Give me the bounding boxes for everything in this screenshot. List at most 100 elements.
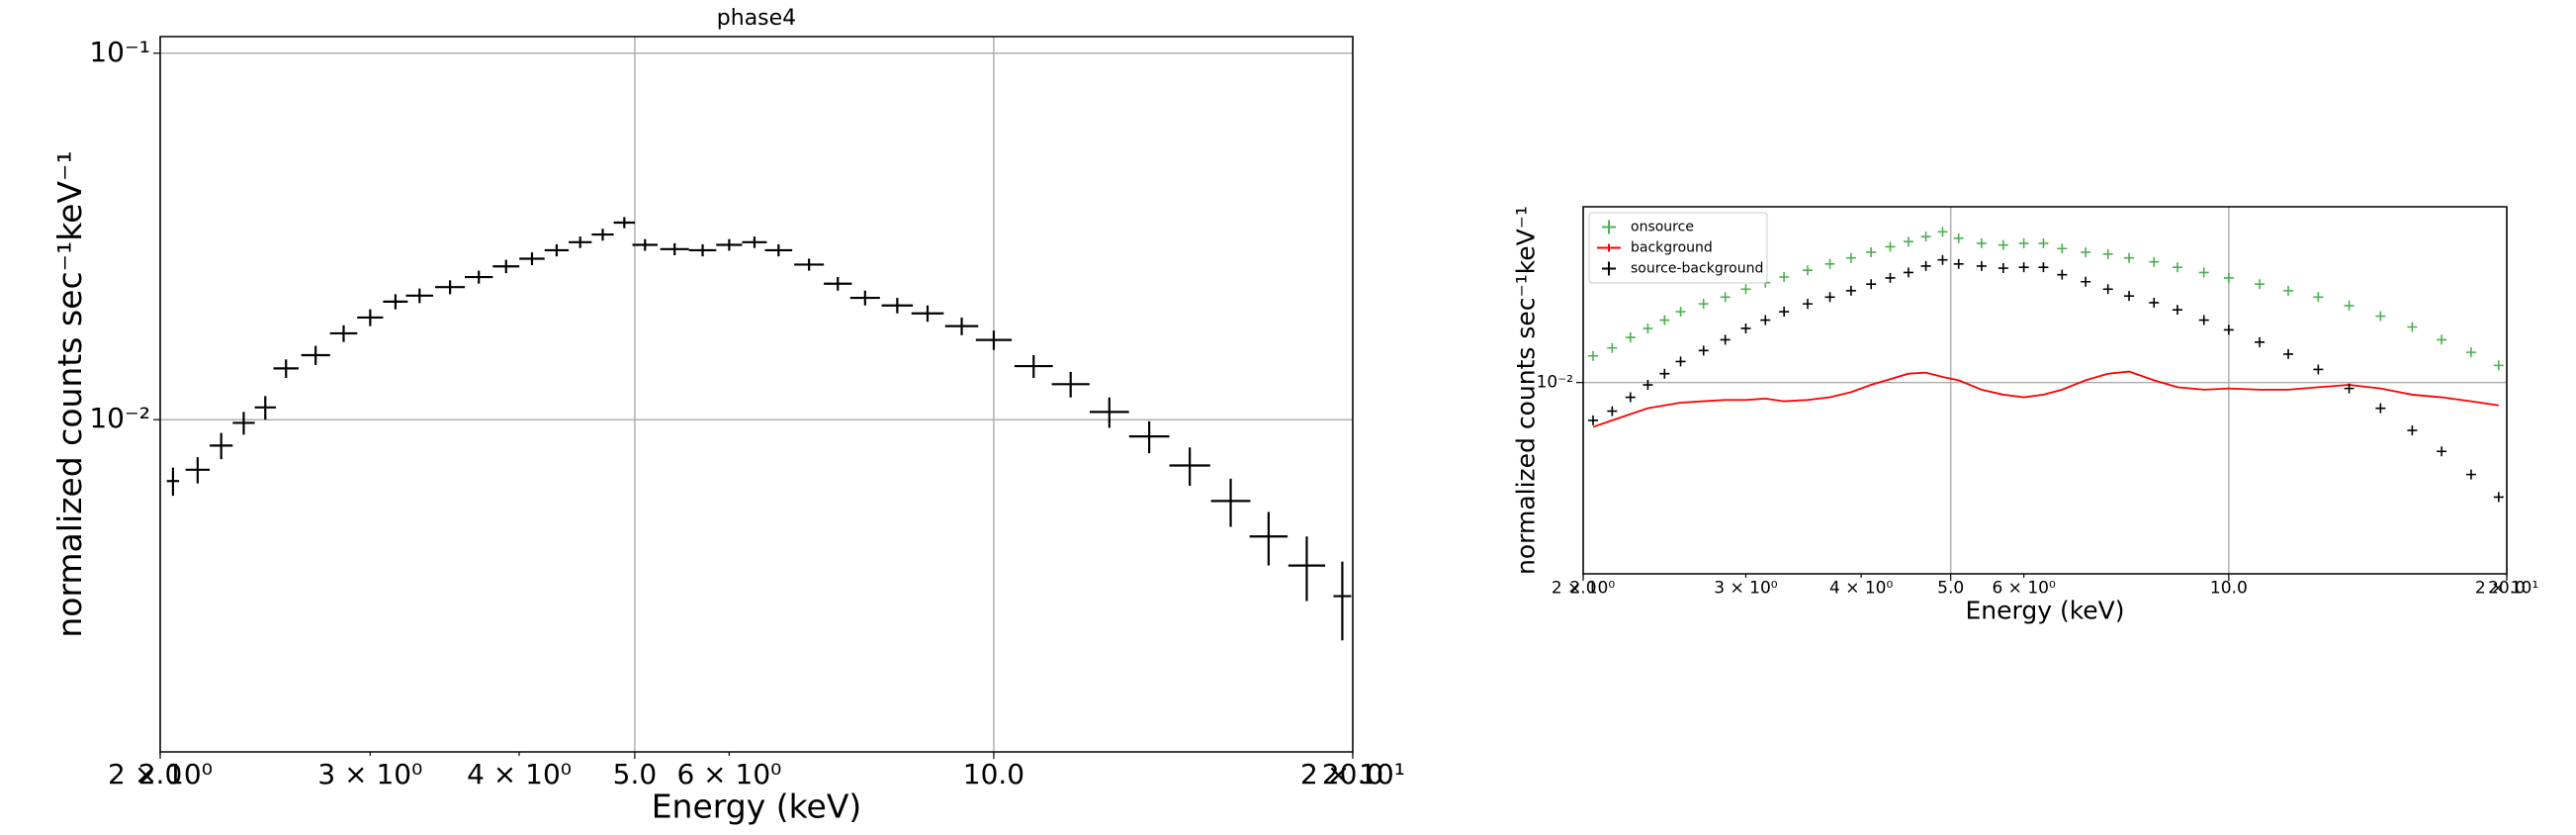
error-bar: [742, 236, 767, 248]
data-point: [1998, 239, 2008, 250]
data-point: [2172, 262, 2182, 273]
data-point: [1659, 368, 1670, 379]
error-bar: [824, 277, 852, 291]
error-bar: [383, 294, 408, 310]
data-point: [1698, 299, 1709, 310]
error-bar: [329, 325, 358, 342]
axes-frame: [159, 36, 1354, 753]
x-tick-label: 2 × 10⁰: [1552, 578, 1615, 598]
data-point: [2407, 425, 2418, 436]
legend-label: background: [1631, 240, 1713, 256]
data-point: [1643, 323, 1653, 333]
data-point: [2102, 248, 2113, 259]
data-point: [1625, 392, 1636, 403]
data-point: [1976, 237, 1987, 248]
data-point: [1866, 279, 1877, 290]
data-point: [1866, 246, 1877, 257]
error-bar: [357, 309, 384, 326]
data-point: [1659, 315, 1670, 325]
error-bar: [465, 270, 493, 284]
data-point: [1845, 252, 1856, 263]
data-point: [1720, 334, 1731, 345]
error-bar: [544, 243, 570, 257]
data-point: [2493, 360, 2504, 371]
data-point: [1607, 406, 1618, 417]
data-point: [1953, 258, 1964, 269]
data-point: [1588, 415, 1599, 425]
data-point: [1760, 315, 1771, 325]
error-bar: [688, 243, 717, 257]
data-point: [1607, 342, 1618, 353]
x-tick-label: 4 × 10⁰: [467, 758, 572, 790]
data-point: [2437, 334, 2447, 345]
error-bar: [519, 252, 545, 266]
error-bar: [975, 330, 1013, 350]
legend-marker: [1602, 261, 1616, 276]
data-point: [2018, 237, 2029, 248]
error-bar: [911, 305, 944, 323]
y-tick-label: 10⁻¹: [89, 36, 150, 68]
data-point: [1845, 285, 1856, 296]
x-tick-label: 10.0: [963, 758, 1024, 790]
error-bar: [881, 298, 914, 314]
x-tick-label: 5.0: [1937, 578, 1964, 598]
error-bar: [764, 243, 793, 257]
data-point: [1937, 254, 1948, 265]
error-bar: [273, 359, 299, 378]
data-point: [1698, 345, 1709, 356]
data-point: [1824, 258, 1835, 269]
y-tick-label: 10⁻²: [1537, 373, 1573, 393]
data-point: [1779, 271, 1790, 282]
error-bar: [1288, 536, 1326, 602]
x-tick-label: 5.0: [613, 758, 658, 790]
y-axis-label: normalized counts sec⁻¹keV⁻¹: [50, 150, 89, 637]
data-point: [2465, 347, 2476, 358]
data-point: [2149, 256, 2160, 267]
data-point: [1675, 307, 1686, 318]
legend-box: [1588, 212, 1768, 284]
axes-frame: [1582, 206, 2508, 575]
x-tick-label: 2.0: [138, 758, 183, 790]
error-bar: [613, 217, 636, 229]
error-bar: [1128, 420, 1170, 454]
data-point: [1740, 323, 1751, 333]
x-tick-label: 2.0: [1569, 578, 1596, 598]
error-bar: [166, 467, 180, 497]
data-point: [2057, 269, 2068, 280]
data-point: [2172, 305, 2182, 316]
error-bar: [210, 432, 233, 460]
error-bar: [569, 236, 592, 248]
error-bar: [591, 229, 614, 241]
error-bar: [716, 238, 743, 251]
x-tick-label: 20.0: [2488, 578, 2526, 598]
data-point: [2198, 267, 2209, 278]
data-point: [2081, 276, 2091, 287]
legend-marker: [1597, 243, 1621, 252]
data-point: [1588, 350, 1599, 361]
x-tick-label: 10.0: [2210, 578, 2248, 598]
data-point: [2344, 300, 2354, 311]
data-point: [1740, 284, 1751, 295]
data-point: [2375, 311, 2386, 322]
data-point: [2493, 492, 2504, 503]
error-bar: [405, 288, 434, 304]
legend-label: source-background: [1631, 261, 1763, 277]
x-tick-label: 2 × 10⁰: [108, 758, 213, 790]
data-point: [2407, 322, 2418, 332]
data-point: [2255, 279, 2265, 290]
data-point: [2081, 246, 2091, 257]
x-tick-label: 6 × 10⁰: [1992, 578, 2055, 598]
legend: onsource background source-background: [1588, 212, 1768, 284]
y-tick-label: 10⁻²: [89, 402, 150, 434]
error-bar: [1249, 511, 1288, 566]
data-point: [2465, 469, 2476, 480]
error-bar: [232, 412, 255, 435]
data-point: [2149, 297, 2160, 308]
error-bar: [1051, 371, 1090, 398]
data-point: [1824, 292, 1835, 303]
data-point: [2437, 446, 2447, 457]
error-bar: [1014, 354, 1053, 378]
error-bar: [849, 290, 880, 306]
